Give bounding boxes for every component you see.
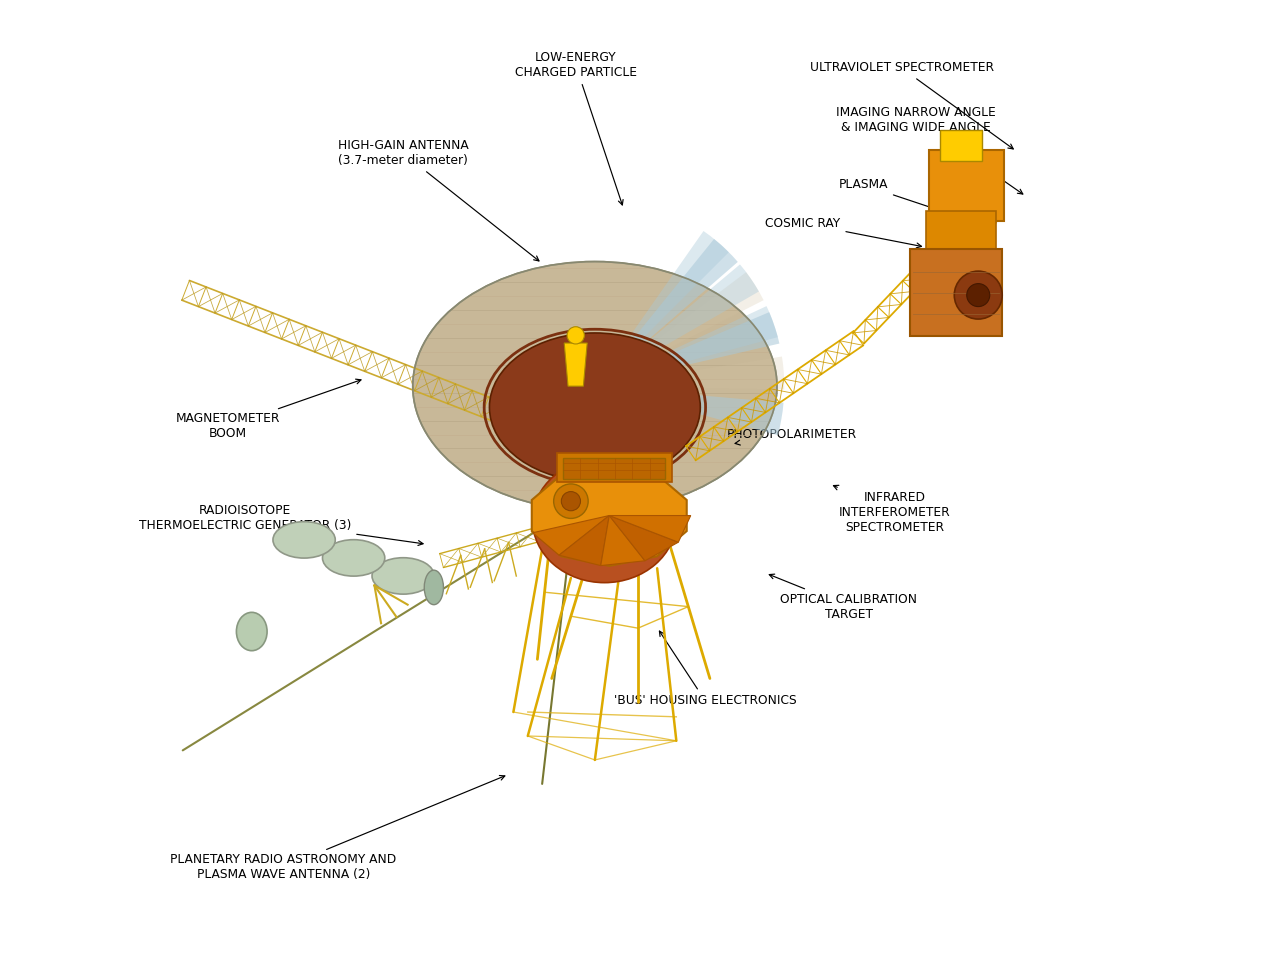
Ellipse shape — [412, 261, 777, 511]
Wedge shape — [595, 239, 738, 387]
Circle shape — [967, 283, 990, 307]
Text: INFRARED
INTERFEROMETER
SPECTROMETER: INFRARED INTERFEROMETER SPECTROMETER — [833, 485, 951, 534]
Polygon shape — [532, 466, 686, 566]
Polygon shape — [609, 516, 679, 561]
Text: PHOTOPOLARIMETER: PHOTOPOLARIMETER — [726, 428, 856, 445]
Wedge shape — [595, 272, 763, 387]
Wedge shape — [595, 264, 759, 387]
Ellipse shape — [236, 612, 267, 651]
Polygon shape — [564, 343, 587, 387]
Polygon shape — [601, 516, 644, 566]
Text: COSMIC RAY: COSMIC RAY — [766, 217, 921, 248]
Text: RADIOISOTOPE
THERMOELECTRIC GENERATOR (3): RADIOISOTOPE THERMOELECTRIC GENERATOR (3… — [139, 504, 424, 546]
Ellipse shape — [323, 540, 385, 576]
Text: LOW-ENERGY
CHARGED PARTICLE: LOW-ENERGY CHARGED PARTICLE — [514, 51, 637, 205]
FancyBboxPatch shape — [940, 130, 983, 161]
Polygon shape — [559, 516, 609, 566]
Text: IMAGING NARROW ANGLE
& IMAGING WIDE ANGLE: IMAGING NARROW ANGLE & IMAGING WIDE ANGL… — [836, 106, 1023, 194]
Ellipse shape — [424, 570, 444, 604]
Wedge shape — [595, 387, 783, 435]
Polygon shape — [532, 516, 609, 555]
Text: HIGH-GAIN ANTENNA
(3.7-meter diameter): HIGH-GAIN ANTENNA (3.7-meter diameter) — [338, 139, 538, 261]
Text: 'BUS' HOUSING ELECTRONICS: 'BUS' HOUSING ELECTRONICS — [614, 631, 796, 707]
Ellipse shape — [273, 522, 336, 558]
Text: OPTICAL CALIBRATION
TARGET: OPTICAL CALIBRATION TARGET — [769, 575, 917, 621]
Circle shape — [954, 271, 1002, 319]
Wedge shape — [595, 307, 778, 387]
Ellipse shape — [532, 458, 676, 582]
Text: ULTRAVIOLET SPECTROMETER: ULTRAVIOLET SPECTROMETER — [809, 62, 1013, 148]
Wedge shape — [595, 231, 729, 387]
Text: PLASMA: PLASMA — [838, 178, 960, 218]
Polygon shape — [563, 458, 665, 479]
FancyBboxPatch shape — [929, 150, 1004, 222]
FancyBboxPatch shape — [910, 249, 1002, 336]
Ellipse shape — [373, 558, 434, 594]
Text: PLANETARY RADIO ASTRONOMY AND
PLASMA WAVE ANTENNA (2): PLANETARY RADIO ASTRONOMY AND PLASMA WAV… — [170, 775, 505, 881]
Circle shape — [554, 484, 588, 519]
Wedge shape — [595, 357, 785, 389]
Circle shape — [561, 492, 581, 511]
Circle shape — [567, 327, 584, 344]
Text: MAGNETOMETER
BOOM: MAGNETOMETER BOOM — [176, 379, 361, 441]
Ellipse shape — [490, 333, 701, 482]
Polygon shape — [609, 516, 690, 542]
Polygon shape — [556, 453, 671, 482]
Wedge shape — [595, 312, 780, 387]
FancyBboxPatch shape — [925, 211, 997, 259]
